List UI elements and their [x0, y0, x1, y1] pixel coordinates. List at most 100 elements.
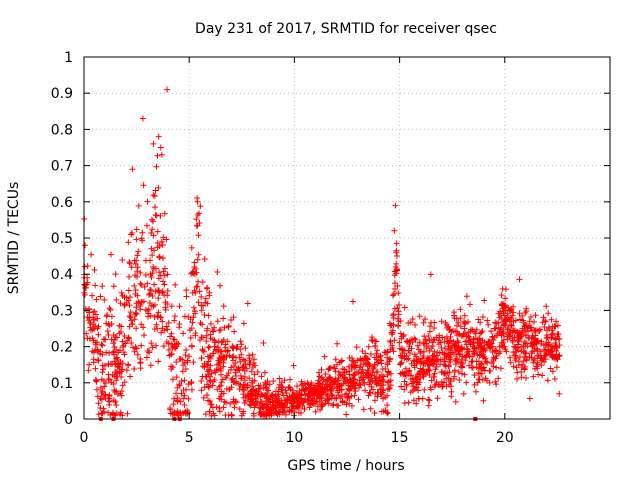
data-point	[94, 356, 101, 363]
data-point	[181, 377, 188, 384]
data-point	[523, 357, 530, 364]
data-point	[458, 360, 465, 367]
data-point	[529, 341, 536, 348]
data-point	[346, 386, 353, 393]
chart-title: Day 231 of 2017, SRMTID for receiver qse…	[195, 21, 497, 37]
data-point	[407, 339, 414, 346]
data-point	[168, 341, 175, 348]
data-point	[161, 265, 168, 272]
data-point	[149, 226, 156, 233]
data-point	[334, 389, 341, 396]
data-point	[225, 323, 232, 330]
data-point	[229, 343, 236, 350]
data-point	[117, 358, 124, 365]
data-point	[431, 373, 438, 380]
data-point	[137, 269, 144, 276]
data-point	[180, 330, 187, 337]
data-point	[267, 399, 274, 406]
data-point	[97, 384, 104, 391]
data-point	[101, 391, 108, 398]
data-point	[522, 340, 529, 347]
data-point	[372, 343, 379, 350]
data-point	[409, 315, 416, 322]
data-point	[422, 337, 429, 344]
data-point	[231, 404, 238, 411]
data-point	[196, 288, 203, 295]
data-point	[106, 376, 113, 383]
data-point	[160, 343, 167, 350]
data-point	[373, 338, 380, 345]
data-point	[154, 312, 161, 319]
data-point	[119, 256, 126, 263]
data-point	[523, 332, 530, 339]
data-point	[168, 363, 175, 370]
x-tick-label: 15	[391, 430, 409, 446]
data-point	[515, 336, 522, 343]
data-point	[457, 306, 464, 313]
data-point	[441, 351, 448, 358]
data-point	[357, 356, 364, 363]
data-point	[511, 343, 518, 350]
data-point	[119, 366, 126, 373]
data-point	[377, 353, 384, 360]
data-point	[401, 386, 408, 393]
data-point	[113, 354, 120, 361]
data-point	[216, 383, 223, 390]
data-point	[276, 375, 283, 382]
data-point	[212, 339, 219, 346]
data-point	[321, 353, 328, 360]
data-point	[110, 283, 117, 290]
data-point	[463, 293, 470, 300]
data-point	[133, 345, 140, 352]
data-point	[393, 252, 400, 259]
data-point	[190, 314, 197, 321]
data-point	[126, 273, 133, 280]
data-point	[420, 319, 427, 326]
data-point	[240, 320, 247, 327]
data-point	[384, 402, 391, 409]
data-point	[227, 366, 234, 373]
data-point	[99, 351, 106, 358]
data-point	[84, 263, 91, 270]
data-point	[457, 315, 464, 322]
data-point	[214, 318, 221, 325]
data-point	[194, 283, 201, 290]
data-point	[165, 319, 172, 326]
data-point	[95, 323, 102, 330]
data-point	[382, 365, 389, 372]
data-point	[159, 318, 166, 325]
data-point	[142, 271, 149, 278]
data-point	[324, 391, 331, 398]
data-point	[451, 373, 458, 380]
data-point	[112, 369, 119, 376]
data-point	[551, 323, 558, 330]
data-point	[482, 375, 489, 382]
data-point	[497, 365, 504, 372]
data-point	[149, 344, 156, 351]
data-point	[474, 339, 481, 346]
data-point	[191, 259, 198, 266]
data-point	[378, 357, 385, 364]
data-point	[272, 408, 279, 415]
data-point	[127, 309, 134, 316]
data-point	[483, 358, 490, 365]
data-point	[230, 363, 237, 370]
data-point	[346, 387, 353, 394]
data-point	[556, 342, 563, 349]
data-point	[135, 202, 142, 209]
data-point	[174, 397, 181, 404]
data-point	[391, 305, 398, 312]
data-point	[134, 252, 141, 259]
data-point	[439, 383, 446, 390]
data-point	[369, 337, 376, 344]
data-point	[175, 340, 182, 347]
data-point	[334, 340, 341, 347]
data-point	[405, 320, 412, 327]
data-point	[154, 240, 161, 247]
data-point	[126, 259, 133, 266]
data-point	[161, 327, 168, 334]
data-point	[148, 216, 155, 223]
data-point	[119, 382, 126, 389]
data-point	[294, 383, 301, 390]
